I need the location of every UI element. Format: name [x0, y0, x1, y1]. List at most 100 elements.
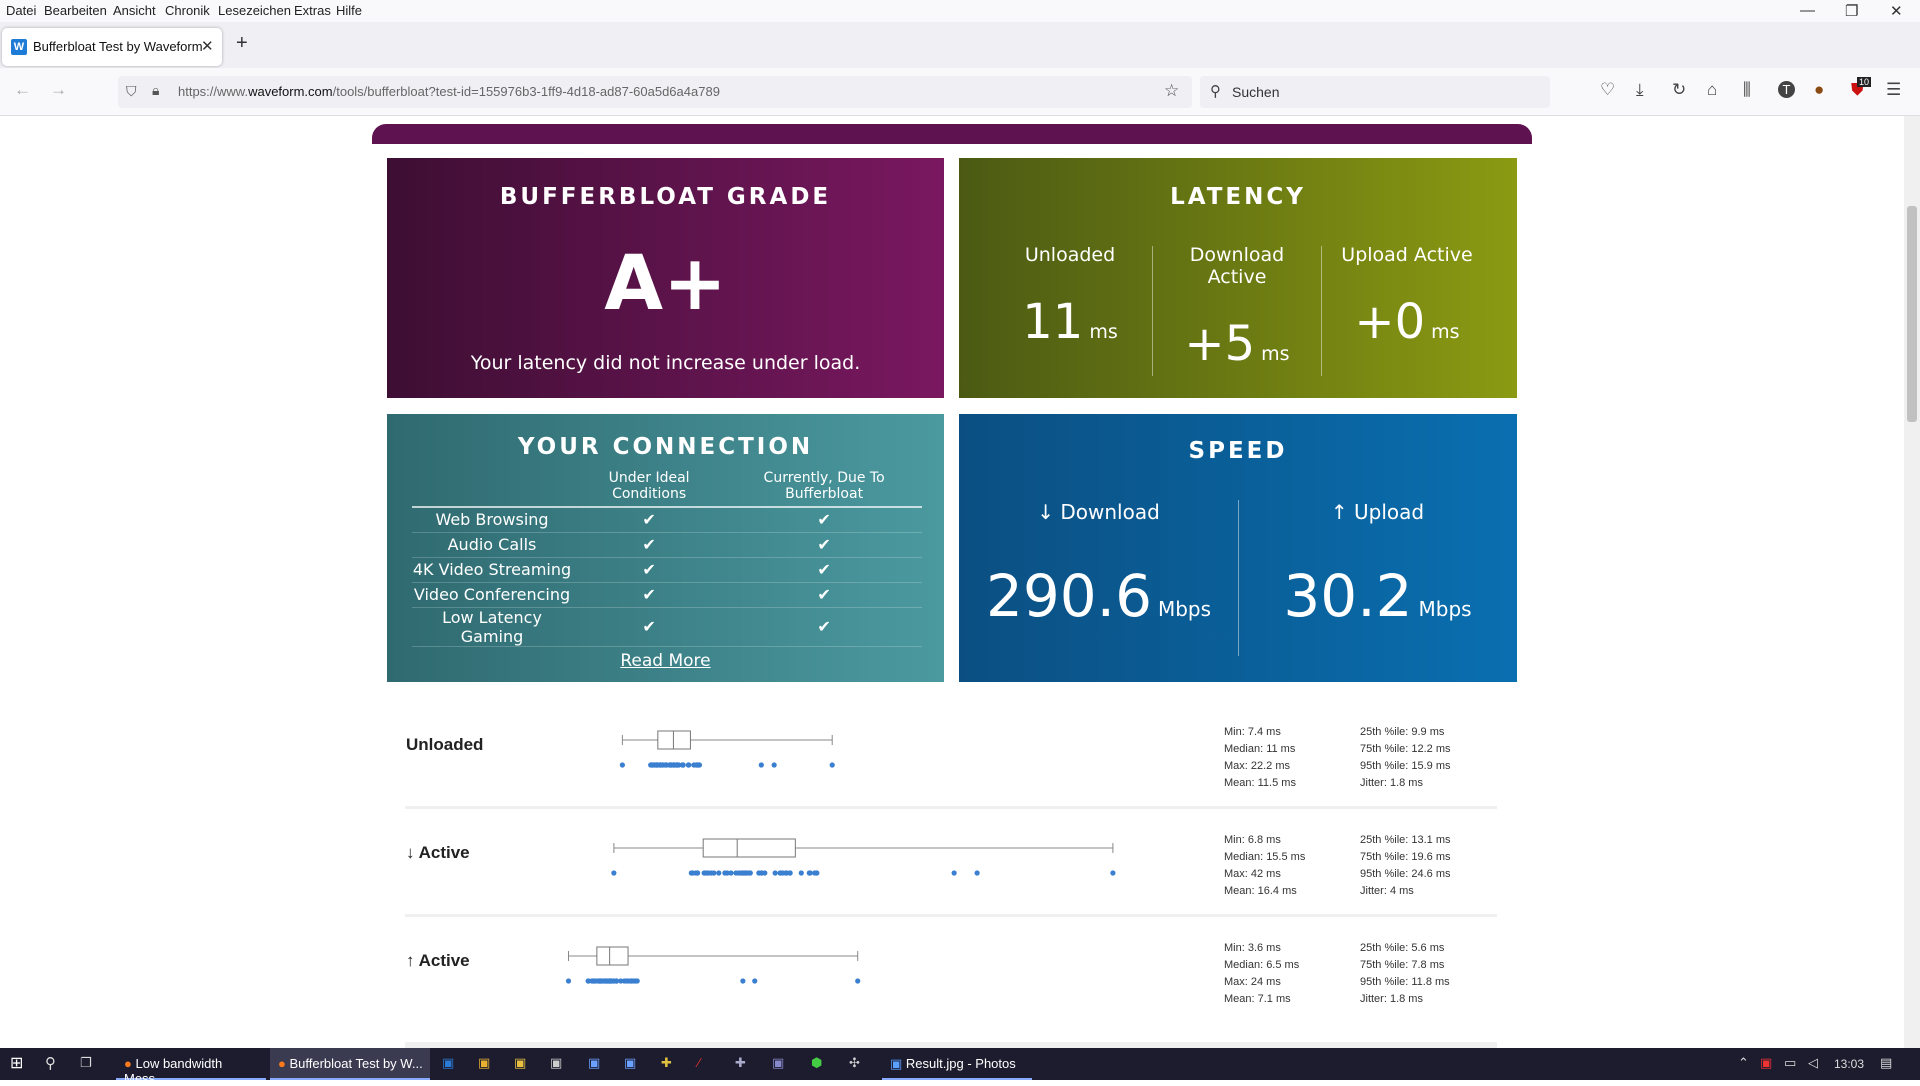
outlook-icon[interactable]: ▣	[442, 1055, 455, 1070]
taskbar-app-photos[interactable]: ▣ Result.jpg - Photos	[882, 1048, 1032, 1080]
home-icon[interactable]: ⌂	[1707, 80, 1718, 99]
menu-chronik[interactable]: Chronik	[165, 3, 210, 18]
scrollbar[interactable]	[1904, 116, 1920, 1048]
connection-activity: Web Browsing	[412, 507, 572, 533]
shield-app-icon[interactable]: ⬢	[811, 1055, 823, 1070]
row-divider	[405, 806, 1497, 809]
boxplot	[619, 730, 835, 768]
new-tab-icon[interactable]: +	[236, 32, 248, 54]
sample-dot	[657, 762, 664, 768]
row-label: ↓ Active	[406, 843, 470, 862]
sample-dot	[1110, 870, 1116, 876]
connection-activity: 4K Video Streaming	[412, 557, 572, 583]
back-icon[interactable]: ←	[14, 80, 31, 99]
box-iqr	[657, 730, 691, 750]
sample-dot	[716, 870, 722, 876]
sample-dot	[613, 978, 620, 984]
waveform-favicon-icon: W	[11, 39, 27, 55]
taskbar-app-firefox-2[interactable]: ● Bufferbloat Test by W...	[270, 1048, 430, 1080]
task-view-icon[interactable]: ❐	[80, 1055, 92, 1070]
bookmark-star-icon[interactable]: ☆	[1164, 81, 1180, 100]
connection-table: Under Ideal Conditions Currently, Due To …	[412, 470, 922, 647]
connection-row: Web Browsing ✔ ✔	[412, 507, 922, 533]
box-iqr	[702, 838, 796, 858]
folder-icon[interactable]: ▣	[514, 1055, 527, 1070]
speed-card: SPEED ↓ Download 290.6 Mbps ↑ Upload 30.2…	[959, 414, 1517, 682]
lock-icon[interactable]: 🔒︎	[152, 82, 160, 98]
network-icon[interactable]: ▭	[1784, 1055, 1797, 1070]
app-icon[interactable]: ✚	[661, 1055, 672, 1070]
menu-lesezeichen[interactable]: Lesezeichen	[218, 3, 291, 18]
boxplot	[611, 838, 1116, 876]
latency-label: Download Active	[1189, 244, 1285, 288]
sample-dot	[736, 870, 742, 876]
shield-icon[interactable]: ⛉	[126, 83, 137, 99]
connection-row: Audio Calls ✔ ✔	[412, 532, 922, 558]
col-current: Currently, Due To Bufferbloat	[726, 470, 922, 508]
sample-dot	[974, 870, 980, 876]
latency-value: +0	[1354, 294, 1426, 350]
sample-dot	[619, 762, 625, 768]
download-icon[interactable]: ⤓	[1636, 80, 1644, 99]
close-tab-icon[interactable]: ✕	[201, 38, 214, 55]
menu-hamburger-icon[interactable]: ☰	[1886, 80, 1902, 99]
search-box[interactable]: ⚲ Suchen	[1200, 76, 1550, 108]
library-icon[interactable]: ⫼	[1743, 80, 1751, 99]
connection-activity: Audio Calls	[412, 532, 572, 558]
media-icon[interactable]: ▣	[478, 1055, 491, 1070]
tray-app-icon[interactable]: ▣	[1760, 1055, 1773, 1070]
scrollbar-thumb[interactable]	[1907, 206, 1917, 422]
minimize-button[interactable]: —	[1800, 2, 1815, 19]
menu-extras[interactable]: Extras	[294, 3, 331, 18]
reload-icon[interactable]: ↻	[1672, 80, 1687, 99]
latency-unit: ms	[1261, 343, 1290, 365]
close-window-button[interactable]: ✕	[1890, 3, 1903, 20]
sample-dot	[623, 978, 629, 984]
sample-dot	[855, 978, 861, 984]
search-icon: ⚲	[1210, 83, 1221, 100]
pen-icon[interactable]: ∕	[698, 1055, 701, 1070]
menu-hilfe[interactable]: Hilfe	[336, 3, 363, 18]
calculator-icon[interactable]: ▣	[588, 1055, 601, 1070]
latency-unit: ms	[1089, 321, 1118, 343]
upload-speed: 30.2 Mbps	[1238, 562, 1517, 630]
tab-bufferbloat[interactable]: W Bufferbloat Test by Waveform ✕	[2, 28, 222, 66]
pocket-icon[interactable]: ♡	[1600, 80, 1616, 99]
app-icon[interactable]: ▣	[772, 1055, 785, 1070]
download-value: 290.6	[985, 562, 1152, 630]
volume-icon[interactable]: ◁	[1808, 1055, 1818, 1070]
account-icon[interactable]: T	[1778, 81, 1795, 98]
sample-dot	[565, 978, 572, 984]
app-icon[interactable]: ▣	[624, 1055, 637, 1070]
ublock-badge: 10	[1857, 77, 1872, 87]
boxplot	[565, 946, 861, 984]
app-icon[interactable]: ✚	[735, 1055, 746, 1070]
search-icon[interactable]: ⚲	[45, 1055, 56, 1072]
extension-cookie-icon[interactable]: ●	[1814, 80, 1825, 99]
menu-bearbeiten[interactable]: Bearbeiten	[44, 3, 107, 18]
check-icon: ✔	[726, 557, 922, 583]
notification-icon[interactable]: ▤	[1880, 1055, 1893, 1070]
check-icon: ✔	[572, 557, 727, 583]
restore-button[interactable]: ❐	[1845, 3, 1859, 20]
windows-start-icon[interactable]: ⊞	[10, 1055, 24, 1072]
stats-right: 25th %ile: 13.1 ms 75th %ile: 19.6 ms 95th…	[1360, 834, 1451, 897]
header-banner	[372, 124, 1532, 144]
taskbar-app-firefox-1[interactable]: ● Low bandwidth Mess...	[116, 1048, 266, 1086]
app-icon[interactable]: ✣	[849, 1055, 860, 1070]
check-icon: ✔	[726, 532, 922, 558]
menu-bar: Datei Bearbeiten Ansicht Chronik Lesezei…	[0, 0, 1920, 22]
sample-dot	[807, 870, 813, 876]
menu-datei[interactable]: Datei	[6, 3, 37, 18]
sample-dot	[747, 870, 753, 876]
url-text[interactable]: https://www.waveform.com/tools/bufferblo…	[178, 84, 720, 99]
terminal-icon[interactable]: ▣	[550, 1055, 563, 1070]
url-bar[interactable]: ⛉ 🔒︎ https://www.waveform.com/tools/buff…	[118, 76, 1192, 108]
read-more-link[interactable]: Read More	[620, 651, 711, 671]
latency-title: LATENCY	[1170, 184, 1306, 210]
forward-icon[interactable]: →	[50, 80, 67, 99]
download-speed: 290.6 Mbps	[959, 562, 1238, 630]
menu-ansicht[interactable]: Ansicht	[113, 3, 156, 18]
clock[interactable]: 13:03	[1834, 1057, 1865, 1071]
tray-chevron-icon[interactable]: ⌃	[1738, 1055, 1749, 1070]
